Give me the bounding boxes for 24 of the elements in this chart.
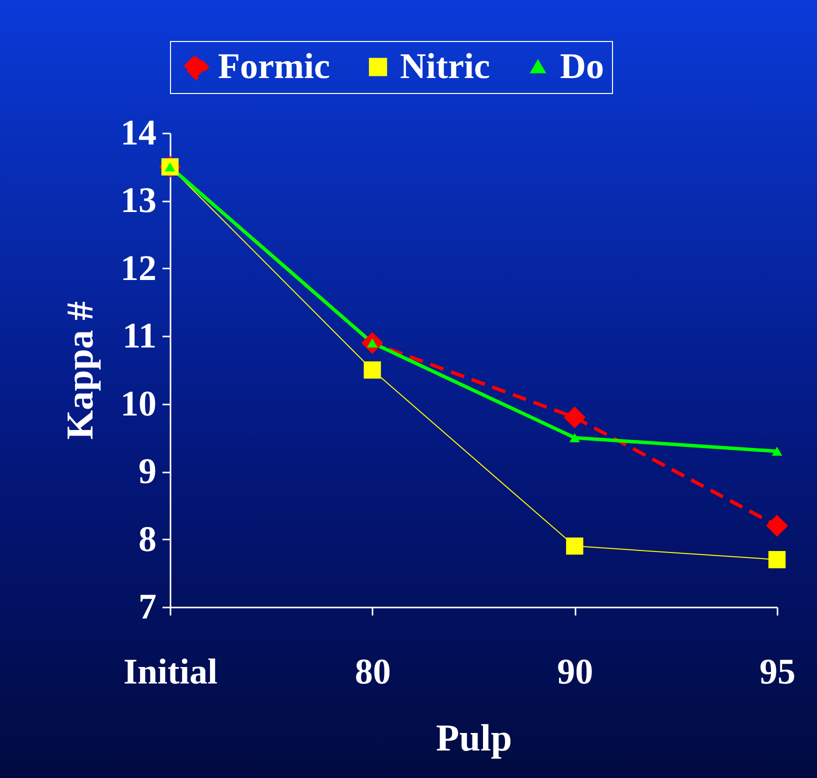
y-tick-label: 11 <box>122 316 156 356</box>
point <box>566 537 584 555</box>
y-tick-label: 9 <box>138 451 156 492</box>
x-tick-label: 80 <box>354 652 391 692</box>
legend-label: Formic <box>218 46 330 86</box>
point <box>564 406 586 428</box>
y-tick-label: 8 <box>138 518 156 559</box>
point <box>772 446 782 456</box>
y-tick-label: 7 <box>138 586 156 626</box>
y-tick-label: 14 <box>120 112 156 152</box>
x-tick-label: 95 <box>760 652 796 692</box>
legend-label: Nitric <box>400 46 490 86</box>
y-axis-title: Kappa # <box>60 301 102 440</box>
y-tick-label: 12 <box>120 248 156 288</box>
point <box>768 551 786 568</box>
x-tick-label: 90 <box>557 652 594 692</box>
point <box>364 361 381 379</box>
y-tick-label: 13 <box>120 180 156 220</box>
point <box>766 514 788 537</box>
point <box>569 433 580 442</box>
legend-label: Do <box>560 46 604 86</box>
y-tick-label: 10 <box>120 383 156 424</box>
x-axis-title: Pulp <box>436 718 512 760</box>
x-tick-label: Initial <box>123 652 218 692</box>
